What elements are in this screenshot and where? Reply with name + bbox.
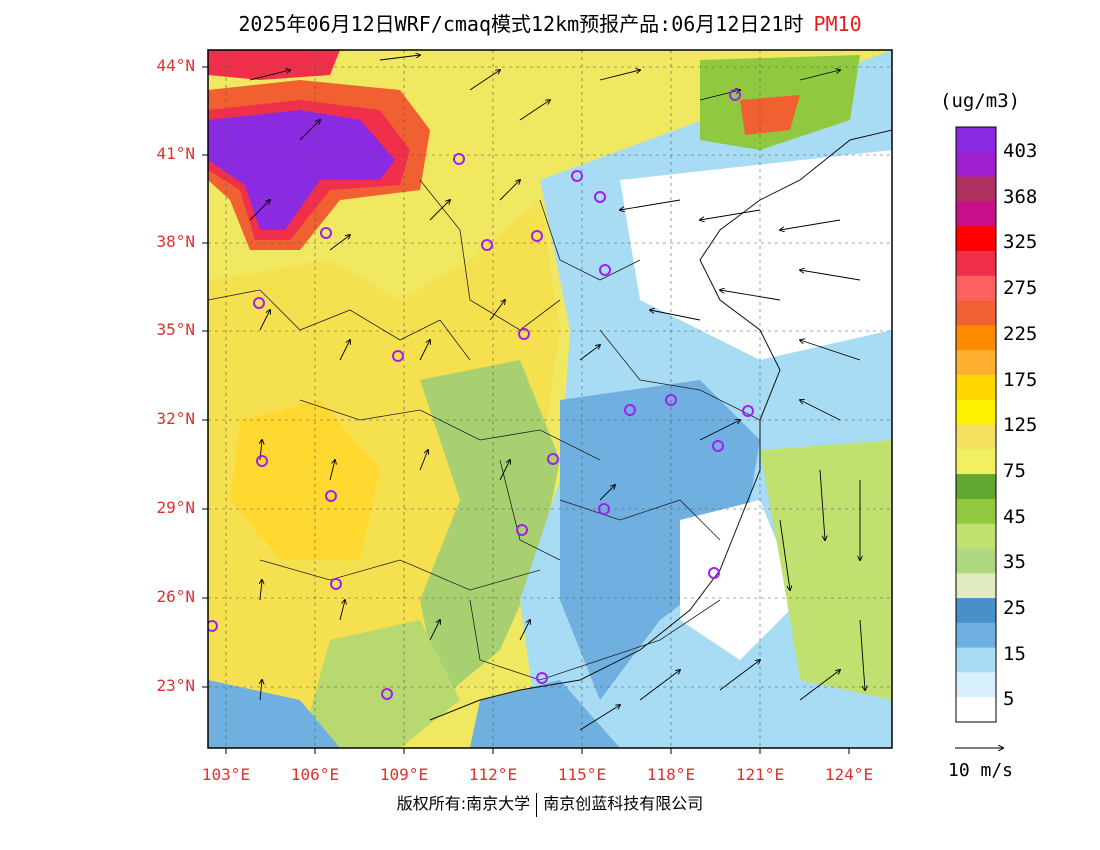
colorbar-label: 275 (1003, 277, 1038, 300)
lat-label-29: 29°N (156, 498, 195, 517)
lon-label-103: 103°E (201, 765, 251, 784)
colorbar-label: 45 (1003, 505, 1026, 528)
lon-label-112: 112°E (468, 765, 518, 784)
colorbar-label: 225 (1003, 322, 1038, 345)
colorbar-swatch (956, 127, 996, 153)
colorbar-swatch (956, 548, 996, 574)
colorbar-swatch (956, 573, 996, 599)
lat-label-32: 32°N (156, 409, 195, 428)
city-markers (208, 89, 754, 700)
colorbar-label: 5 (1003, 688, 1015, 711)
wind-reference-label: 10 m/s (948, 760, 1014, 781)
colorbar-swatch (956, 151, 996, 178)
lon-label-118: 118°E (646, 765, 696, 784)
map-frame (207, 49, 893, 749)
colorbar-label: 75 (1003, 459, 1026, 482)
lat-label-35: 35°N (156, 320, 195, 339)
colorbar (955, 126, 997, 723)
copyright-left: 版权所有:南京大学 (396, 794, 531, 813)
colorbar-swatch (956, 672, 996, 698)
lon-label-106: 106°E (290, 765, 340, 784)
colorbar-unit: (ug/m3) (940, 90, 1021, 112)
lat-label-41: 41°N (156, 144, 195, 163)
colorbar-label: 175 (1003, 368, 1038, 391)
copyright-right: 南京创蓝科技有限公司 (543, 794, 704, 813)
colorbar-label: 368 (1003, 185, 1038, 208)
colorbar-swatch (956, 474, 996, 500)
copyright-separator (536, 792, 538, 817)
colorbar-swatch (956, 697, 996, 723)
colorbar-label: 325 (1003, 231, 1038, 254)
wind-vectors (249, 55, 865, 731)
colorbar-swatch (956, 598, 996, 624)
colorbar-swatch (956, 523, 996, 549)
colorbar-swatch (956, 325, 996, 351)
lon-label-115: 115°E (557, 765, 607, 784)
colorbar-swatch (956, 176, 996, 202)
colorbar-swatch (956, 250, 996, 277)
lat-label-38: 38°N (156, 232, 195, 251)
colorbar-swatch (956, 498, 996, 525)
lon-label-124: 124°E (824, 765, 874, 784)
colorbar-frame (955, 126, 997, 723)
colorbar-swatch (956, 622, 996, 649)
colorbar-swatch (956, 449, 996, 475)
colorbar-swatch (956, 226, 996, 252)
colorbar-swatch (956, 201, 996, 227)
map-field (208, 50, 892, 748)
pollutant-label: PM10 (813, 12, 862, 36)
colorbar-label: 35 (1003, 551, 1026, 574)
colorbar-swatch (956, 399, 996, 425)
colorbar-swatch (956, 374, 996, 401)
colorbar-swatch (956, 647, 996, 673)
colorbar-swatch (956, 300, 996, 326)
copyright: 版权所有:南京大学 南京创蓝科技有限公司 (0, 790, 1100, 817)
colorbar-label: 25 (1003, 597, 1026, 619)
lat-label-44: 44°N (156, 56, 195, 75)
map-title: 2025年06月12日WRF/cmaq模式12km预报产品:06月12日21时 P… (0, 8, 1100, 37)
colorbar-swatch (956, 350, 996, 376)
lon-label-109: 109°E (379, 765, 429, 784)
colorbar-swatch (956, 424, 996, 450)
colorbar-label: 403 (1003, 140, 1038, 162)
colorbar-label: 125 (1003, 414, 1038, 437)
lat-label-26: 26°N (156, 587, 195, 606)
title-text: 2025年06月12日WRF/cmaq模式12km预报产品:06月12日21时 (238, 12, 804, 36)
colorbar-label: 15 (1003, 642, 1026, 665)
colorbar-swatch (956, 275, 996, 302)
lat-label-23: 23°N (156, 676, 195, 695)
lon-label-121: 121°E (735, 765, 785, 784)
